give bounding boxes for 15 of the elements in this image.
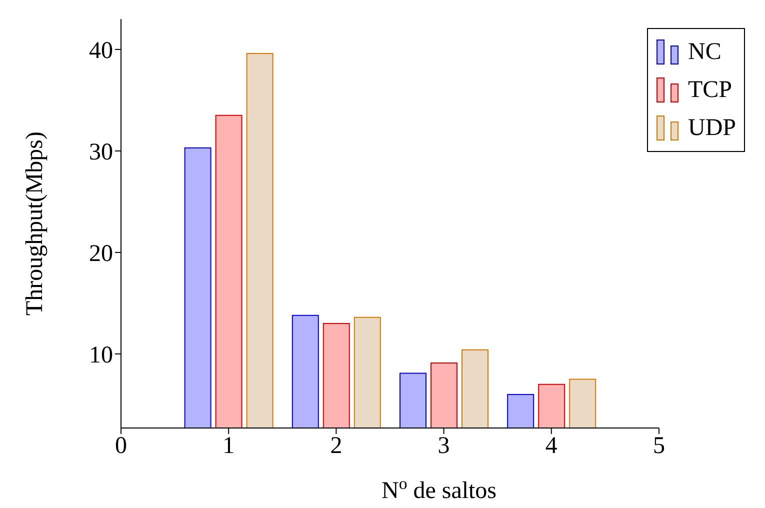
y-tick-label: 20 [89, 240, 113, 267]
x-tick-label: 2 [330, 433, 342, 460]
x-tick-label: 5 [652, 433, 665, 460]
y-axis-title: Throughput(Mbps) [22, 132, 48, 316]
legend-label: UDP [688, 114, 736, 143]
y-tick-label: 10 [89, 342, 113, 368]
x-axis-title: N$^{o}$ de saltos [381, 474, 497, 504]
legend-label: NC [688, 38, 722, 67]
y-tick-label: 30 [89, 139, 113, 166]
x-tick-label: 1 [222, 433, 235, 460]
x-tick-label: 0 [115, 433, 127, 460]
x-tick-label: 4 [545, 433, 558, 460]
legend-label: TCP [688, 76, 732, 105]
x-tick-label: 3 [438, 433, 450, 460]
y-tick-label: 40 [89, 38, 113, 64]
